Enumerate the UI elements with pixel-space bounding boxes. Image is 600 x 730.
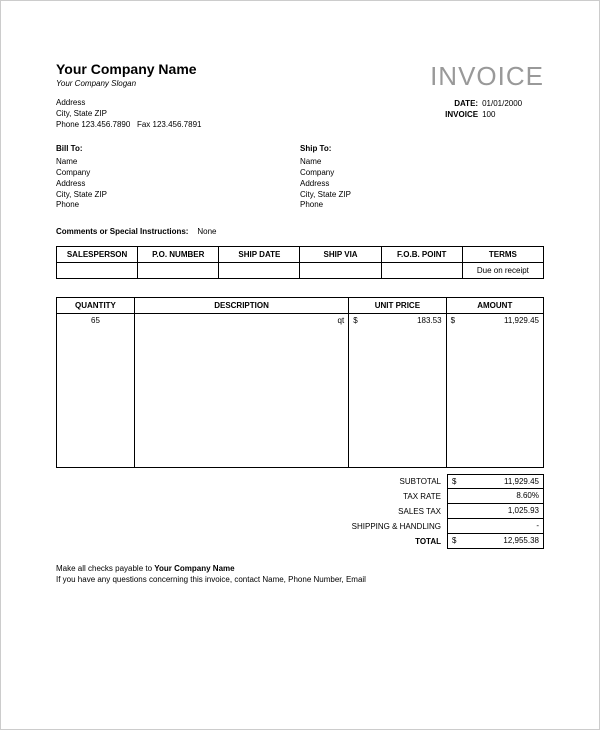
company-city: City, State ZIP: [56, 109, 201, 120]
company-phone: Phone 123.456.7890: [56, 120, 130, 129]
ship-to-address: Address: [300, 179, 544, 190]
total-value: 12,955.38: [503, 536, 539, 546]
footer-line2: If you have any questions concerning thi…: [56, 574, 544, 585]
shipping-label: SHIPPING & HANDLING: [327, 519, 447, 534]
th-shipdate: SHIP DATE: [219, 247, 300, 263]
th-fob: F.O.B. POINT: [381, 247, 462, 263]
th-unitprice: UNIT PRICE: [349, 298, 446, 314]
td-qty: 65: [57, 314, 135, 328]
comments-label: Comments or Special Instructions:: [56, 227, 188, 236]
company-block: Your Company Name Your Company Slogan Ad…: [56, 61, 201, 130]
td-desc: qt: [134, 314, 348, 328]
comments-line: Comments or Special Instructions: None: [56, 227, 544, 236]
td-shipvia: [300, 263, 381, 279]
ship-to-city: City, State ZIP: [300, 190, 544, 201]
td-salesperson: [57, 263, 138, 279]
th-qty: QUANTITY: [57, 298, 135, 314]
sales-table: SALESPERSON P.O. NUMBER SHIP DATE SHIP V…: [56, 246, 544, 279]
ship-to-name: Name: [300, 157, 544, 168]
invoice-date: 01/01/2000: [482, 99, 522, 108]
ship-to-header: Ship To:: [300, 144, 544, 155]
total-sym: $: [452, 536, 456, 546]
shipping-value: -: [536, 521, 539, 531]
footer-payee: Your Company Name: [154, 564, 234, 573]
td-unitprice: $183.53: [349, 314, 446, 328]
th-shipvia: SHIP VIA: [300, 247, 381, 263]
footer-line1a: Make all checks payable to: [56, 564, 154, 573]
th-po: P.O. NUMBER: [138, 247, 219, 263]
bill-to-city: City, State ZIP: [56, 190, 300, 201]
td-amount: $11,929.45: [446, 314, 543, 328]
bill-to-name: Name: [56, 157, 300, 168]
bill-to-block: Bill To: Name Company Address City, Stat…: [56, 144, 300, 211]
bill-to-company: Company: [56, 168, 300, 179]
invoice-date-label: DATE:: [430, 98, 478, 109]
th-salesperson: SALESPERSON: [57, 247, 138, 263]
company-slogan: Your Company Slogan: [56, 79, 201, 88]
taxrate-label: TAX RATE: [327, 489, 447, 504]
ship-to-block: Ship To: Name Company Address City, Stat…: [300, 144, 544, 211]
th-terms: TERMS: [462, 247, 543, 263]
comments-value: None: [197, 227, 216, 236]
taxrate-value: 8.60%: [516, 491, 539, 501]
company-address: Address: [56, 98, 201, 109]
ship-to-company: Company: [300, 168, 544, 179]
company-fax: Fax 123.456.7891: [137, 120, 202, 129]
th-desc: DESCRIPTION: [134, 298, 348, 314]
bill-to-phone: Phone: [56, 200, 300, 211]
td-terms: Due on receipt: [462, 263, 543, 279]
totals-block: SUBTOTAL $11,929.45 TAX RATE 8.60% SALES…: [56, 474, 544, 549]
subtotal-value: 11,929.45: [504, 477, 539, 486]
td-po: [138, 263, 219, 279]
invoice-number: 100: [482, 110, 495, 119]
invoice-block: INVOICE DATE: 01/01/2000 INVOICE 100: [430, 61, 544, 130]
bill-to-address: Address: [56, 179, 300, 190]
td-fob: [381, 263, 462, 279]
invoice-title: INVOICE: [430, 61, 544, 92]
bill-to-header: Bill To:: [56, 144, 300, 155]
items-table: QUANTITY DESCRIPTION UNIT PRICE AMOUNT 6…: [56, 297, 544, 468]
th-amount: AMOUNT: [446, 298, 543, 314]
salestax-value: 1,025.93: [508, 506, 539, 516]
ship-to-phone: Phone: [300, 200, 544, 211]
salestax-label: SALES TAX: [327, 504, 447, 519]
total-label: TOTAL: [327, 534, 447, 549]
company-name: Your Company Name: [56, 61, 201, 77]
invoice-number-label: INVOICE: [430, 109, 478, 120]
subtotal-label: SUBTOTAL: [327, 474, 447, 489]
subtotal-sym: $: [452, 477, 456, 486]
footer-block: Make all checks payable to Your Company …: [56, 563, 544, 585]
td-shipdate: [219, 263, 300, 279]
